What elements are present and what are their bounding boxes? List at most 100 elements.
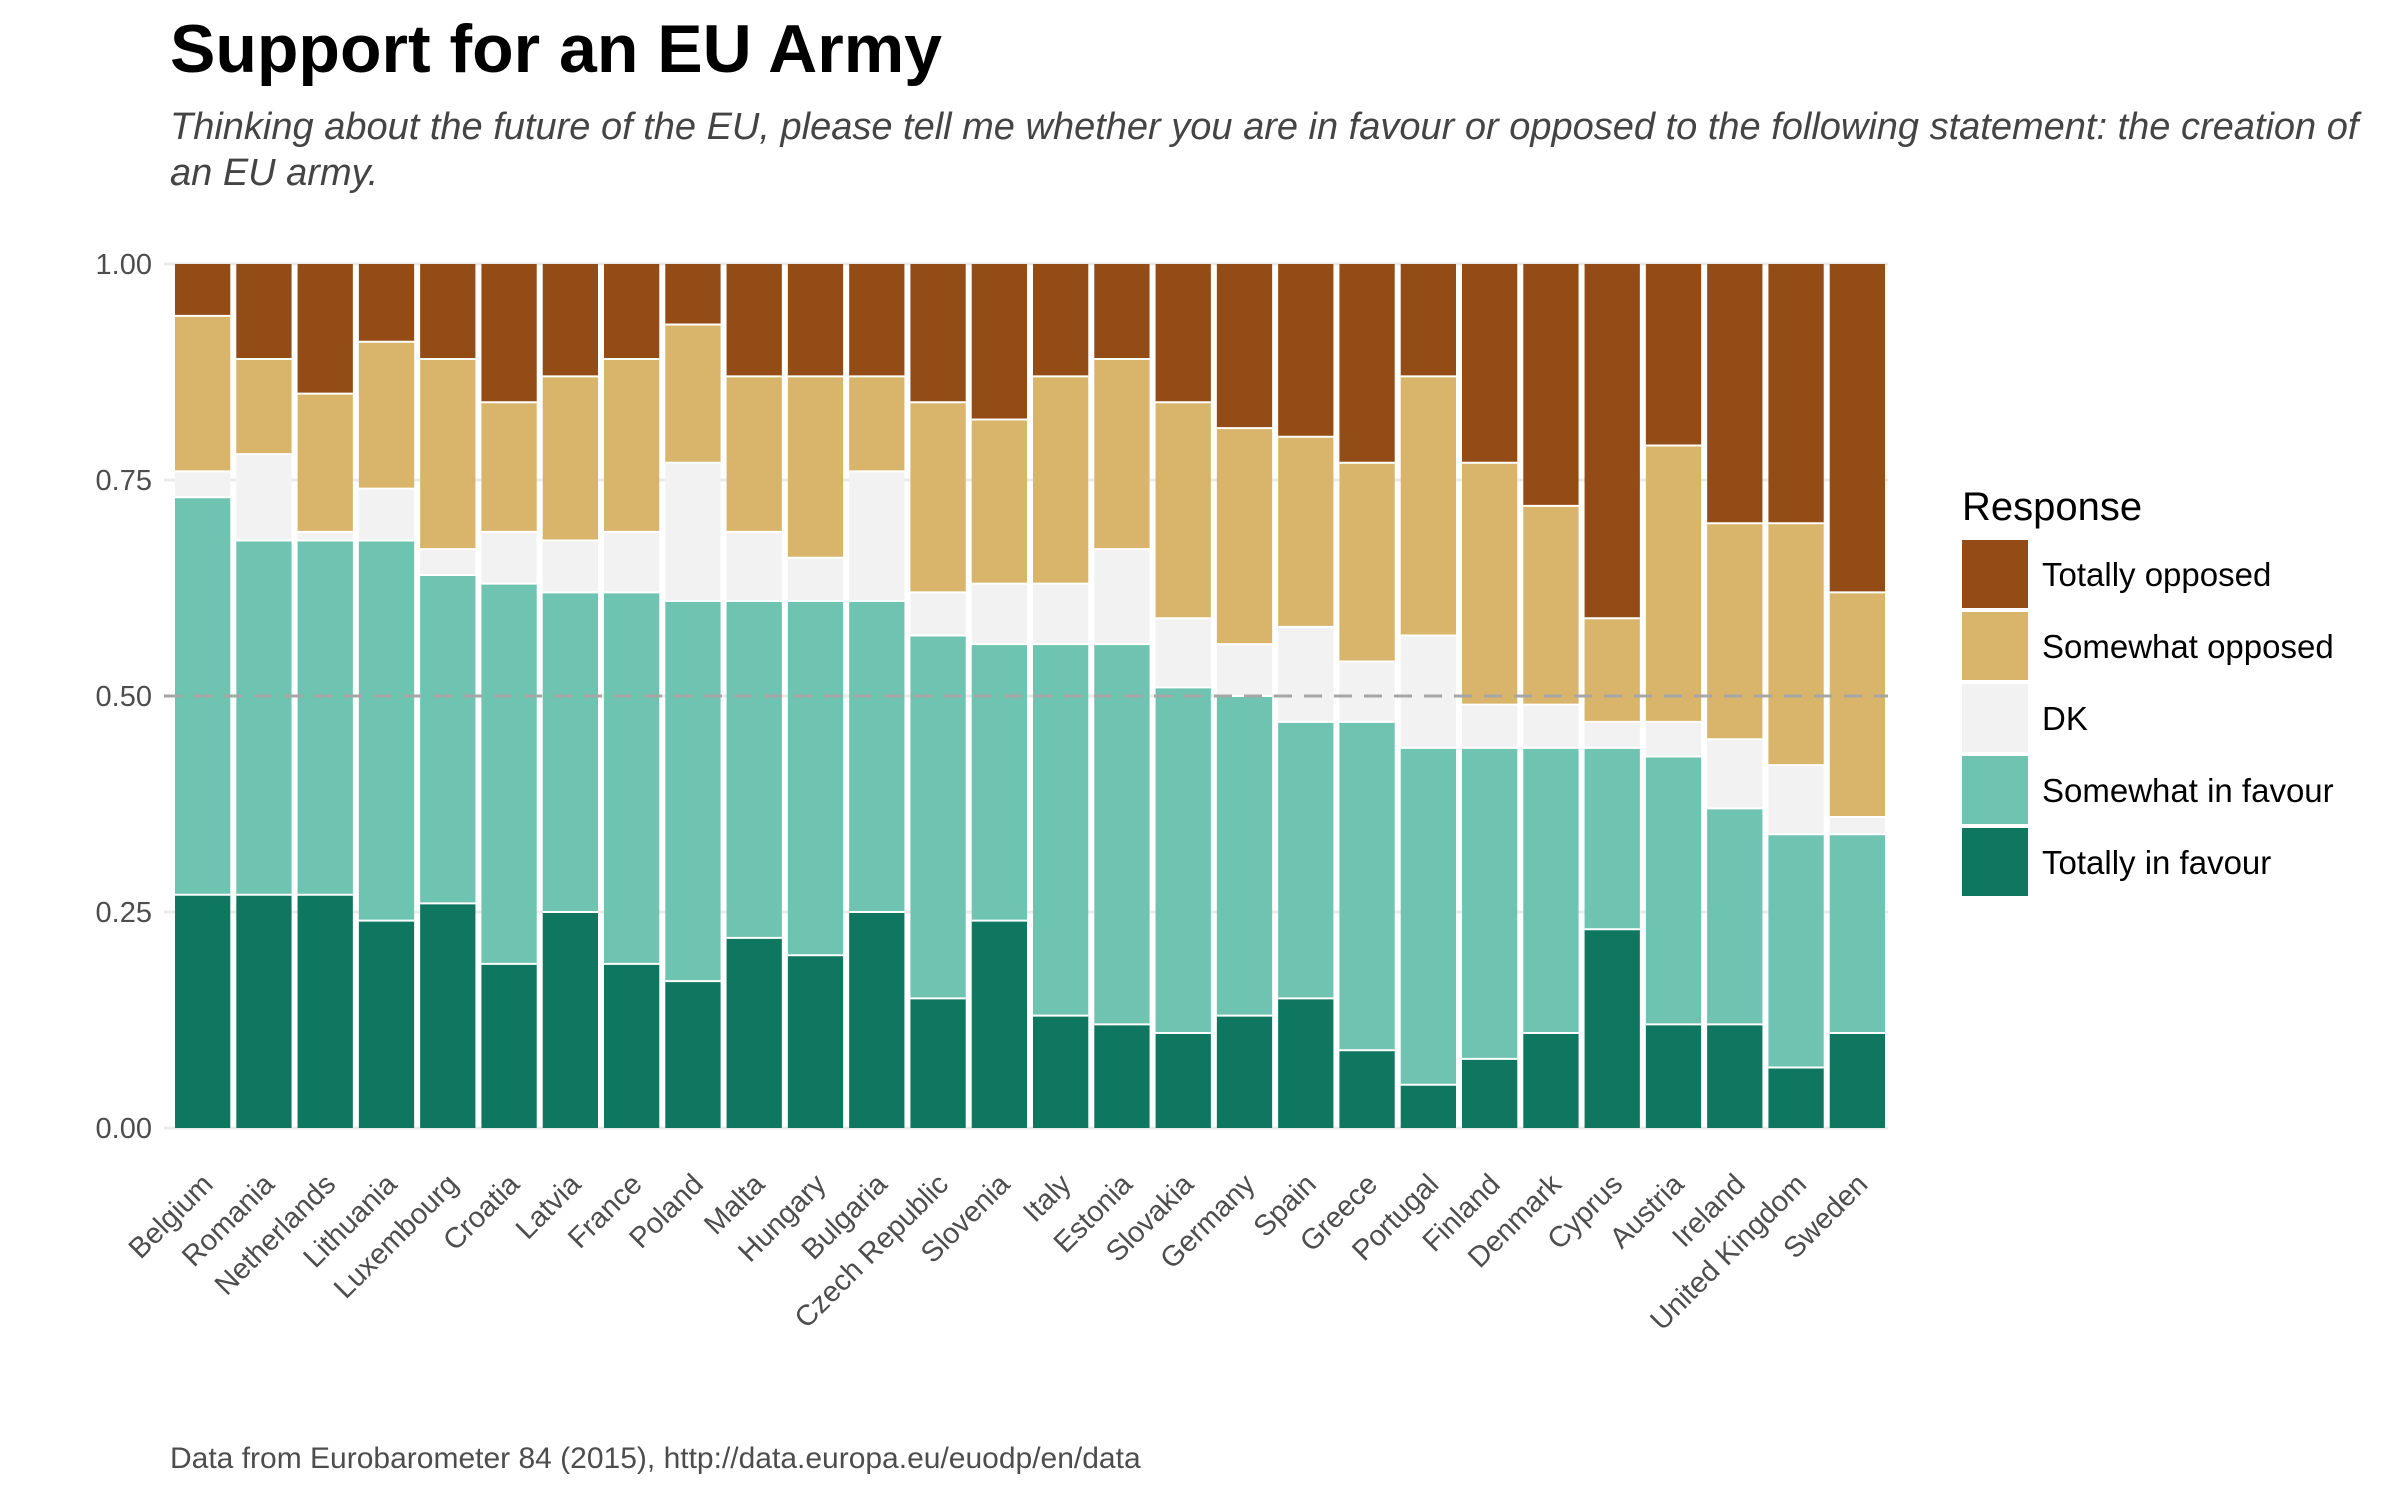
chart-title: Support for an EU Army (170, 11, 942, 87)
bar-somewhat-in-favour (1462, 747, 1518, 1059)
bar-somewhat-opposed (1033, 376, 1089, 584)
bar-totally-opposed (1523, 264, 1579, 506)
bar-somewhat-opposed (1768, 523, 1824, 766)
bar-somewhat-in-favour (1094, 644, 1150, 1025)
bar-somewhat-opposed (849, 376, 905, 472)
bar-totally-in-favour (1216, 1015, 1273, 1128)
bar-totally-in-favour (1033, 1015, 1089, 1128)
bar-totally-opposed (604, 264, 660, 360)
bar-totally-opposed (420, 264, 476, 360)
bar-dk (297, 531, 353, 541)
bar-totally-opposed (1033, 264, 1089, 377)
bar-dk (604, 531, 660, 593)
bar-somewhat-opposed (542, 376, 598, 541)
bar-totally-in-favour (1400, 1084, 1456, 1128)
bar-totally-in-favour (726, 937, 782, 1128)
bar-somewhat-opposed (481, 402, 537, 532)
bar-totally-in-favour (1584, 929, 1640, 1128)
bar-somewhat-opposed (1400, 376, 1456, 636)
bar-dk (1523, 704, 1579, 748)
bar-dk (1339, 661, 1395, 722)
bar-totally-opposed (1094, 264, 1150, 360)
bar-totally-opposed (1645, 264, 1702, 446)
bar-totally-opposed (1216, 264, 1273, 429)
chart-subtitle: Thinking about the future of the EU, ple… (170, 106, 2359, 194)
bar-totally-opposed (726, 264, 782, 377)
bar-totally-in-favour (236, 894, 292, 1128)
legend-label: Totally in favour (2042, 844, 2271, 881)
bar-dk (1278, 626, 1334, 722)
bar-somewhat-opposed (726, 376, 782, 532)
bar-somewhat-in-favour (481, 583, 537, 964)
bar-totally-opposed (1400, 264, 1456, 377)
bar-somewhat-in-favour (236, 540, 292, 895)
bar-somewhat-opposed (1829, 592, 1885, 817)
bar-totally-opposed (358, 264, 415, 342)
bar-somewhat-in-favour (358, 540, 415, 921)
bar-somewhat-in-favour (726, 600, 782, 938)
bar-somewhat-in-favour (1216, 696, 1273, 1016)
bar-somewhat-in-favour (910, 635, 966, 999)
bar-dk (1829, 816, 1885, 835)
bar-totally-opposed (1462, 264, 1518, 463)
bar-dk (420, 549, 476, 576)
bar-totally-in-favour (420, 903, 476, 1128)
bar-dk (1707, 739, 1763, 809)
bar-dk (665, 462, 721, 601)
bar-somewhat-opposed (358, 341, 415, 489)
bar-dk (481, 531, 537, 584)
bar-totally-in-favour (1645, 1024, 1702, 1128)
bar-totally-opposed (1829, 264, 1885, 593)
bar-dk (236, 454, 292, 541)
bar-dk (1155, 618, 1211, 688)
bar-dk (1400, 635, 1456, 748)
bar-dk (1645, 721, 1702, 757)
legend-label: Totally opposed (2042, 556, 2271, 593)
legend-key (1962, 540, 2028, 608)
bar-somewhat-opposed (420, 359, 476, 550)
bar-totally-opposed (175, 264, 231, 316)
bar-dk (849, 471, 905, 601)
bar-totally-opposed (1707, 264, 1763, 524)
bar-somewhat-opposed (1094, 359, 1150, 550)
bar-totally-opposed (1584, 264, 1640, 619)
bar-somewhat-in-favour (1400, 747, 1456, 1085)
bar-totally-in-favour (1707, 1024, 1763, 1128)
bar-totally-opposed (665, 264, 721, 325)
bar-totally-in-favour (1094, 1024, 1150, 1128)
bar-totally-in-favour (1155, 1032, 1211, 1128)
bar-somewhat-in-favour (297, 540, 353, 895)
bar-totally-opposed (1339, 264, 1395, 463)
bar-somewhat-in-favour (1645, 756, 1702, 1025)
bar-somewhat-opposed (1584, 618, 1640, 722)
bar-somewhat-opposed (1278, 436, 1334, 627)
bar-somewhat-opposed (1216, 428, 1273, 645)
bar-somewhat-in-favour (1707, 808, 1763, 1025)
bar-totally-opposed (297, 264, 353, 394)
y-tick-label: 1.00 (96, 249, 152, 281)
bar-totally-opposed (849, 264, 905, 377)
legend-label: Somewhat opposed (2042, 628, 2334, 665)
bar-somewhat-in-favour (542, 592, 598, 912)
chart-caption: Data from Eurobarometer 84 (2015), http:… (170, 1442, 1141, 1475)
bar-totally-opposed (1768, 264, 1824, 524)
bar-dk (1216, 644, 1273, 696)
legend-key (1962, 684, 2028, 752)
bar-somewhat-in-favour (787, 600, 844, 956)
bar-somewhat-in-favour (604, 592, 660, 964)
bar-totally-in-favour (604, 963, 660, 1128)
bar-somewhat-in-favour (1339, 721, 1395, 1051)
bar-totally-in-favour (481, 963, 537, 1128)
bar-totally-in-favour (297, 894, 353, 1128)
y-tick-label: 0.25 (96, 897, 152, 929)
bar-somewhat-opposed (910, 402, 966, 593)
y-tick-label: 0.50 (96, 681, 152, 713)
legend-key (1962, 756, 2028, 824)
bar-somewhat-in-favour (420, 575, 476, 904)
legend: Response Totally opposed Somewhat opposed D… (1962, 485, 2334, 896)
bar-totally-in-favour (910, 998, 966, 1128)
bar-somewhat-in-favour (665, 600, 721, 982)
bar-somewhat-opposed (1155, 402, 1211, 619)
legend-key (1962, 828, 2028, 896)
